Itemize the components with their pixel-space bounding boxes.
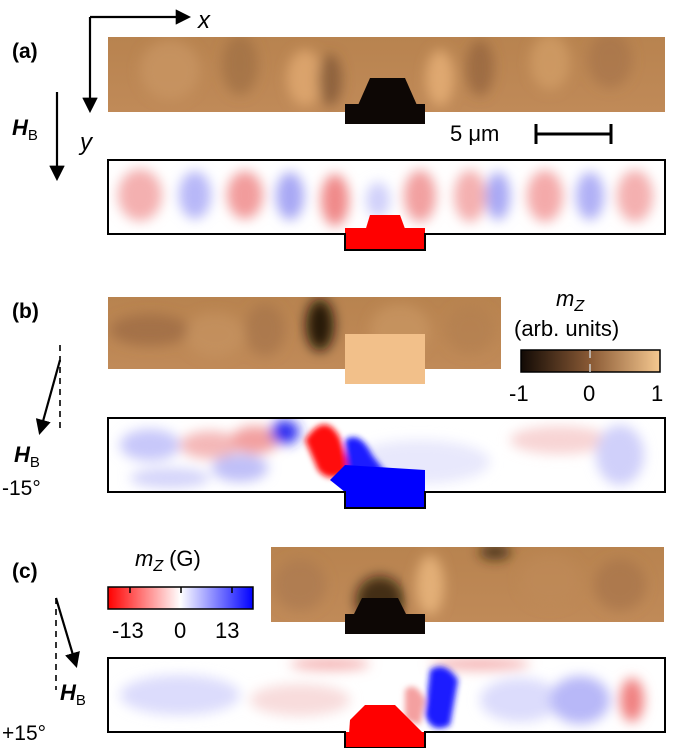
colorbar-sim-tick-min: -13 — [112, 618, 144, 643]
sim-outline-b — [107, 417, 666, 509]
sim-outline-c — [107, 657, 666, 748]
exp-pad-a — [355, 78, 420, 112]
panel-b-label: (b) — [12, 300, 39, 323]
scale-bar: 5 μm — [450, 121, 613, 146]
exp-image-a — [108, 37, 665, 112]
exp-pad-tab-a — [345, 104, 425, 124]
exp-pad-b — [345, 334, 425, 384]
sim-image-a — [107, 159, 666, 251]
colorbar-sim-title: mZ (G) — [135, 546, 201, 575]
panel-b: (b) HB -15° mZ (arb. units) — [2, 286, 666, 509]
field-label-c: HB — [60, 680, 86, 709]
colorbar-exp-title: mZ — [556, 286, 585, 315]
field-arrow-a: HB — [12, 92, 65, 182]
colorbar-sim-tick-zero: 0 — [174, 618, 186, 643]
panel-c: (c) mZ (G) -13 0 13 HB +15° — [2, 546, 666, 748]
colorbar-simulation: mZ (G) -13 0 13 — [107, 546, 254, 643]
coordinate-axes: x y — [78, 7, 211, 156]
exp-image-c — [271, 547, 664, 622]
exp-pad-tab-c — [345, 614, 425, 634]
panel-a-label: (a) — [12, 40, 38, 63]
panel-c-label: (c) — [12, 560, 38, 583]
sim-image-b — [107, 417, 666, 509]
field-label-a: HB — [12, 115, 38, 144]
exp-image-b — [108, 297, 501, 369]
sim-outline-a — [107, 159, 666, 251]
field-arrow-line-c — [54, 597, 80, 668]
y-axis-label: y — [78, 129, 94, 156]
field-arrow-c: HB +15° — [2, 597, 86, 745]
field-angle-b: -15° — [2, 477, 41, 500]
field-angle-c: +15° — [2, 722, 46, 745]
colorbar-exp-tick-min: -1 — [509, 381, 529, 406]
colorbar-exp-tick-max: 1 — [651, 381, 663, 406]
colorbar-experimental: mZ (arb. units) -1 0 1 — [509, 286, 663, 406]
scale-bar-label: 5 μm — [450, 121, 499, 146]
field-label-b: HB — [14, 442, 40, 471]
colorbar-exp-units: (arb. units) — [514, 316, 619, 341]
field-arrow-b: HB -15° — [2, 345, 62, 500]
panel-a: (a) x y HB — [12, 7, 666, 251]
colorbar-sim-tick-max: 13 — [215, 618, 239, 643]
sim-image-c — [107, 657, 666, 748]
field-arrow-line-b — [35, 359, 62, 435]
colorbar-exp-tick-zero: 0 — [583, 381, 595, 406]
x-axis-label: x — [197, 7, 211, 34]
